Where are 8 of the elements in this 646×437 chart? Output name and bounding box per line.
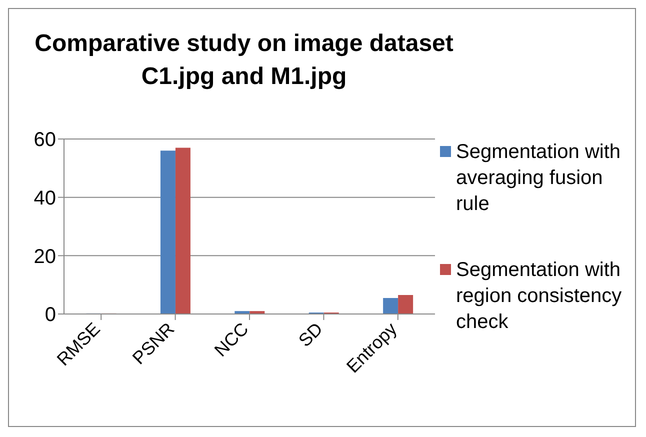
y-tick-label: 20	[34, 246, 56, 268]
x-tick-label: SD	[294, 318, 327, 351]
legend-label: Segmentation with region consistency check	[456, 258, 623, 335]
chart-title: Comparative study on image dataset C1.jpg and M1.jpg	[34, 29, 454, 92]
y-tick-label: 40	[34, 187, 56, 210]
y-tick-label: 60	[34, 129, 56, 152]
legend-label: Segmentation with averaging fusion rule	[456, 140, 622, 217]
y-tick-label: 0	[44, 304, 56, 326]
